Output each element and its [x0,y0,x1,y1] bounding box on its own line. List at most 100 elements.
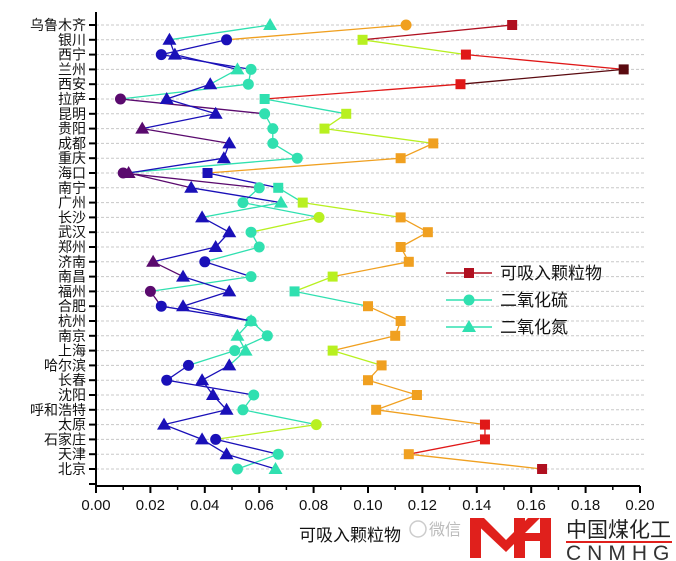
data-point [222,225,237,238]
data-point [244,314,259,326]
data-point [403,256,414,267]
x-tick-label: 0.12 [408,497,437,514]
data-point [195,210,210,223]
y-tick-label: 哈尔滨 [44,358,86,374]
y-tick-label: 长沙 [58,210,86,226]
data-point [395,242,406,252]
data-point [479,419,490,430]
data-point [157,417,171,430]
data-point [327,271,338,282]
series-segment [294,275,333,293]
y-tick-label: 合肥 [58,299,86,315]
y-tick-label: 济南 [58,255,86,271]
series-segment [120,83,249,100]
data-point [327,345,338,356]
y-tick-label: 石家庄 [44,431,86,448]
series-segment [242,201,320,219]
y-tick-label: 武汉 [58,225,86,241]
y-tick-label: 西安 [58,77,86,93]
series-segment [161,39,227,56]
x-tick-label: 0.06 [245,497,274,514]
series-segment [123,157,298,174]
y-tick-label: 拉萨 [58,92,86,108]
data-point [208,240,223,252]
data-point [222,358,237,371]
data-point [272,448,284,460]
wechat-icon [409,520,427,538]
data-point [261,330,273,342]
data-point [245,226,257,238]
logo-divider [566,541,672,543]
data-point [267,123,279,135]
y-tick-label: 昆明 [58,107,86,123]
x-tick-label: 0.08 [299,497,328,514]
series-segment [400,142,434,159]
y-tick-label: 沈阳 [58,388,86,404]
data-point [253,182,265,194]
y-tick-label: 海口 [58,166,86,182]
data-point [242,78,254,90]
series-segment [182,305,252,322]
series-segment [182,275,230,293]
y-tick-label: 福州 [58,284,86,300]
data-point [184,180,199,193]
x-tick-label: 0.20 [625,497,654,514]
data-point [222,284,237,297]
data-point [161,374,173,386]
series-segment [188,349,235,367]
data-point [121,166,136,178]
data-point [403,449,414,460]
series-segment [408,453,543,470]
data-point [291,152,303,164]
series-segment [226,453,276,470]
series-segment [191,187,282,204]
data-point [411,390,422,400]
y-tick-label: 郑州 [58,240,86,256]
legend-item: 二氧化氮 [446,318,568,338]
data-point [238,343,253,356]
series-segment [242,409,317,426]
series-segment [207,157,401,174]
y-tick-label: 杭州 [58,314,86,330]
x-axis: 0.00 0.02 0.04 0.06 0.08 0.10 0.12 0.14 0.16 0.18… [81,485,655,514]
data-point [319,123,330,134]
data-point [395,316,406,326]
data-point [144,285,156,297]
data-point [537,464,548,474]
series-segment [302,201,401,219]
watermark: 微信 [409,520,461,539]
gridlines [96,24,645,470]
data-point [479,434,490,445]
data-point [422,227,433,238]
data-point [259,94,270,104]
series-segment [264,83,461,100]
series-segment [460,68,624,85]
x-tick-label: 0.18 [571,497,600,514]
data-point [297,197,308,208]
data-point [245,271,257,283]
legend-item: 二氧化硫 [446,291,568,311]
series-segment [332,349,382,367]
data-point [230,328,245,341]
data-point [210,433,222,445]
data-point [146,254,161,267]
data-point [395,212,406,223]
data-point [400,19,412,31]
data-point [229,345,241,357]
series-segment [250,216,320,233]
series-segment [332,261,409,278]
series-segment [174,53,238,71]
series-segment [182,290,230,307]
data-point [507,20,518,30]
data-point [357,34,368,45]
series-triangle [121,18,288,474]
y-tick-label: 广州 [58,196,86,212]
legend-label: 二氧化硫 [500,291,568,311]
series-segment [128,172,192,189]
y-tick-label: 南京 [58,329,86,345]
data-point [167,47,182,60]
series-segment [142,113,216,130]
data-point [376,360,387,371]
y-tick-label: 西宁 [58,47,86,64]
